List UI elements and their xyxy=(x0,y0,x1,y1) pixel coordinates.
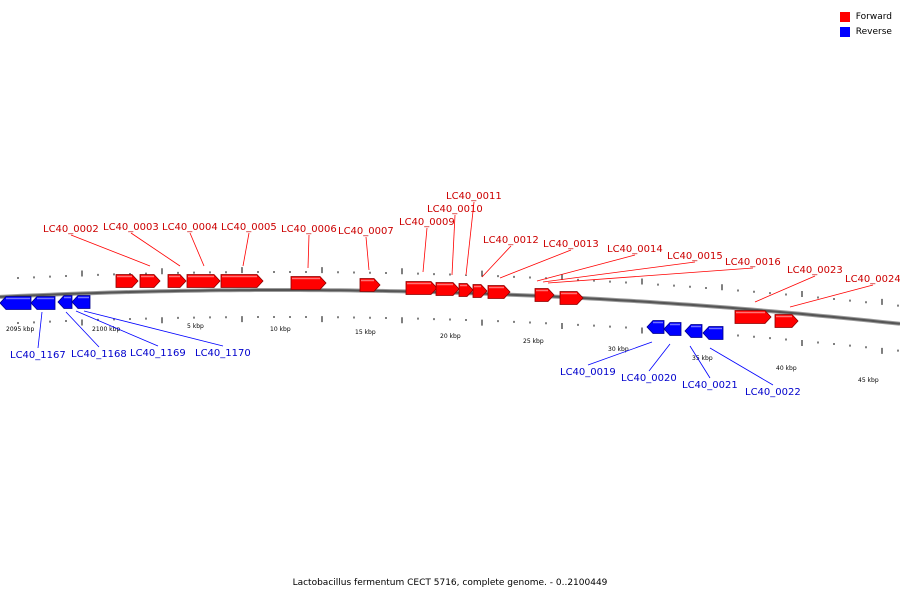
scale-label: 2100 kbp xyxy=(92,326,120,333)
reverse-gene-arrow xyxy=(702,326,724,340)
forward-gene-arrow xyxy=(734,310,772,324)
forward-gene-leader xyxy=(481,245,512,278)
forward-gene-arrow xyxy=(534,288,555,302)
forward-gene-arrow xyxy=(359,278,381,292)
reverse-gene-label: LC40_1167 xyxy=(10,350,66,361)
forward-gene-label: LC40_0023 xyxy=(787,265,843,276)
forward-gene-leader xyxy=(754,275,816,303)
forward-gene-label: LC40_0011 xyxy=(446,191,502,202)
reverse-swatch xyxy=(839,26,850,37)
forward-gene-leader xyxy=(542,261,696,283)
scale-label: 20 kbp xyxy=(440,333,461,340)
reverse-gene-label: LC40_0021 xyxy=(682,380,738,391)
forward-gene-arrow xyxy=(487,285,511,299)
forward-gene-arrow xyxy=(774,314,799,328)
reverse-gene-label: LC40_0022 xyxy=(745,387,801,398)
scale-label: 25 kbp xyxy=(523,338,544,345)
forward-gene-leader xyxy=(189,232,205,267)
forward-gene-leader xyxy=(789,284,874,308)
reverse-gene-arrow xyxy=(71,295,91,309)
legend-forward: Forward xyxy=(839,9,892,24)
reverse-gene-leader xyxy=(75,310,159,347)
forward-gene-leader xyxy=(499,249,572,279)
reverse-gene-leader xyxy=(37,311,43,349)
forward-gene-arrow xyxy=(290,276,327,290)
scale-label: 35 kbp xyxy=(692,355,713,362)
reverse-genes: LC40_1167 LC40_1168 LC40_1169 LC40_1170 LC40… xyxy=(0,295,801,398)
forward-gene-arrow xyxy=(472,284,488,298)
legend-reverse-label: Reverse xyxy=(855,26,892,37)
reverse-gene-leader xyxy=(689,345,711,379)
forward-gene-label: LC40_0003 xyxy=(103,222,159,233)
forward-gene-arrow xyxy=(435,282,460,296)
forward-gene-label: LC40_0002 xyxy=(43,224,99,235)
forward-gene-arrow xyxy=(167,274,187,288)
forward-gene-label: LC40_0009 xyxy=(399,217,455,228)
legend-reverse: Reverse xyxy=(839,24,892,39)
reverse-gene-arrow xyxy=(57,295,73,309)
reverse-gene-arrow xyxy=(646,320,665,334)
scale-labels: 2095 kbp 2100 kbp 5 kbp 10 kbp 15 kbp 20 kbp 2… xyxy=(6,323,879,384)
reverse-gene-leader xyxy=(83,310,224,347)
forward-gene-label: LC40_0004 xyxy=(162,222,218,233)
forward-gene-arrow xyxy=(220,274,264,288)
legend-forward-label: Forward xyxy=(855,11,892,22)
reverse-gene-arrow xyxy=(0,296,32,310)
reverse-gene-leader xyxy=(648,343,671,372)
forward-gene-label: LC40_0010 xyxy=(427,204,483,215)
forward-gene-leader xyxy=(70,234,151,267)
scale-label: 15 kbp xyxy=(355,329,376,336)
forward-genes: LC40_0002 LC40_0003 LC40_0004 LC40_0005 LC40… xyxy=(43,191,900,328)
reverse-gene-label: LC40_1170 xyxy=(195,348,251,359)
forward-gene-leader xyxy=(465,201,475,276)
scale-label: 30 kbp xyxy=(608,346,629,353)
forward-gene-leader xyxy=(536,254,636,282)
legend: Forward Reverse xyxy=(839,9,892,39)
forward-gene-leader xyxy=(130,232,181,267)
forward-gene-leader xyxy=(547,267,754,284)
forward-gene-label: LC40_0024 xyxy=(845,274,900,285)
forward-gene-arrow xyxy=(115,274,139,288)
forward-gene-label: LC40_0005 xyxy=(221,222,277,233)
reverse-gene-leader xyxy=(709,347,774,386)
map-caption: Lactobacillus fermentum CECT 5716, compl… xyxy=(292,578,608,588)
forward-gene-label: LC40_0016 xyxy=(725,257,781,268)
forward-gene-label: LC40_0014 xyxy=(607,244,663,255)
forward-gene-arrow xyxy=(186,274,221,288)
forward-gene-arrow xyxy=(405,281,438,295)
reverse-gene-arrow xyxy=(30,296,56,310)
reverse-gene-label: LC40_1169 xyxy=(130,348,186,359)
scale-label: 40 kbp xyxy=(776,365,797,372)
forward-gene-label: LC40_0013 xyxy=(543,239,599,250)
forward-gene-arrow xyxy=(559,291,584,305)
forward-gene-arrow xyxy=(139,274,161,288)
forward-swatch xyxy=(839,11,850,22)
reverse-gene-label: LC40_0019 xyxy=(560,367,616,378)
reverse-gene-arrow xyxy=(663,322,682,336)
forward-gene-leader xyxy=(451,214,456,276)
reverse-gene-leader xyxy=(587,341,653,366)
forward-gene-leader xyxy=(307,234,310,269)
forward-gene-leader xyxy=(365,236,370,271)
reverse-gene-label: LC40_1168 xyxy=(71,349,127,360)
reverse-gene-label: LC40_0020 xyxy=(621,373,677,384)
forward-gene-label: LC40_0015 xyxy=(667,251,723,262)
forward-gene-label: LC40_0007 xyxy=(338,226,394,237)
scale-label: 45 kbp xyxy=(858,377,879,384)
scale-label: 10 kbp xyxy=(270,326,291,333)
forward-gene-label: LC40_0012 xyxy=(483,235,539,246)
forward-gene-arrow xyxy=(458,283,474,297)
scale-label: 2095 kbp xyxy=(6,326,34,333)
scale-label: 5 kbp xyxy=(187,323,204,330)
forward-gene-leader xyxy=(422,227,428,273)
forward-gene-label: LC40_0006 xyxy=(281,224,337,235)
reverse-gene-arrow xyxy=(684,324,703,338)
reverse-gene-leader xyxy=(65,311,100,348)
forward-gene-leader xyxy=(242,232,250,267)
